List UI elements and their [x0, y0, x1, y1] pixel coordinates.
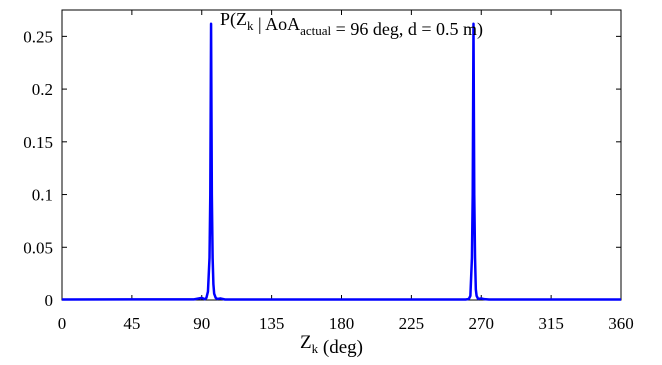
plot-frame: [61, 9, 622, 301]
x-tick-label: 180: [329, 314, 355, 333]
y-tick-label: 0.15: [23, 133, 53, 152]
label-text: (deg): [318, 337, 363, 358]
y-tick-label: 0.2: [32, 80, 53, 99]
subscript-text: k: [312, 341, 319, 356]
x-axis: 0 45 90 135 180 225 270 315 360: [58, 10, 634, 333]
series-layer: [61, 22, 621, 301]
x-tick-label: 270: [469, 314, 495, 333]
series-line: [61, 22, 621, 301]
label-text: P(Z: [220, 9, 247, 30]
y-tick-label: 0: [45, 291, 54, 310]
label-text: | AoA: [254, 14, 301, 34]
y-tick-label: 0.25: [23, 27, 53, 46]
label-text: Z: [300, 332, 312, 353]
y-axis: 0 0.05 0.1 0.15 0.2 0.25: [23, 27, 621, 310]
x-tick-label: 225: [399, 314, 425, 333]
x-tick-label: 45: [123, 314, 140, 333]
y-tick-label: 0.05: [23, 238, 53, 257]
x-tick-label: 0: [58, 314, 67, 333]
x-tick-label: 135: [259, 314, 285, 333]
x-tick-label: 90: [193, 314, 210, 333]
x-axis-label: Zk (deg): [300, 332, 363, 358]
x-tick-label: 360: [608, 314, 634, 333]
subscript-text: k: [247, 18, 254, 33]
x-tick-label: 315: [538, 314, 564, 333]
y-tick-label: 0.1: [32, 186, 53, 205]
chart-title: P(Zk | AoAactual = 96 deg, d = 0.5 m): [220, 9, 483, 40]
axes-box: [61, 9, 622, 301]
subscript-text: actual: [300, 23, 331, 38]
label-text: = 96 deg, d = 0.5 m): [331, 19, 483, 40]
